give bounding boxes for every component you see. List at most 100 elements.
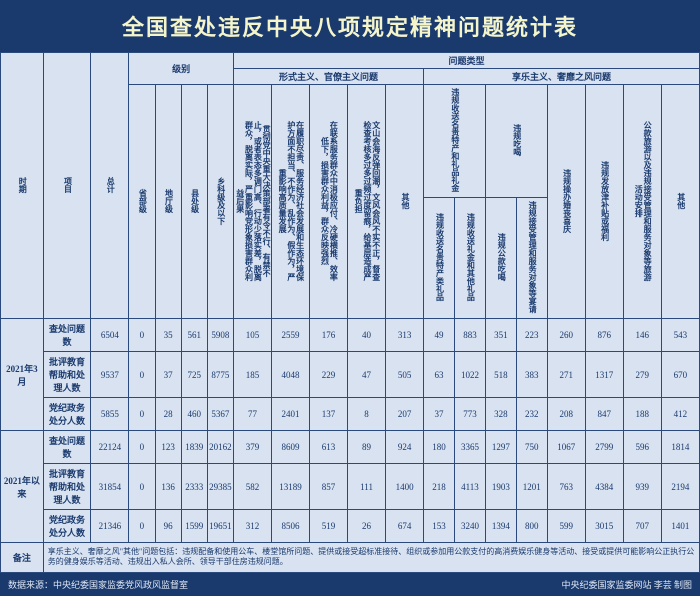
rowname-cell: 批评教育帮助和处理人数 xyxy=(43,352,91,398)
data-cell: 351 xyxy=(485,319,516,352)
data-cell: 313 xyxy=(386,319,424,352)
hdr-c2-4: 公款旅游以及违规接受管理和服务对象等旅游活动安排 xyxy=(623,85,661,319)
hdr-lvl0: 省部级 xyxy=(129,85,155,319)
data-cell: 146 xyxy=(623,319,661,352)
data-cell: 596 xyxy=(623,431,661,464)
footer-left: 数据来源：中央纪委国家监委党风政风监督室 xyxy=(8,578,188,591)
data-cell: 3240 xyxy=(455,510,486,543)
data-cell: 279 xyxy=(623,352,661,398)
data-cell: 1067 xyxy=(547,431,585,464)
data-cell: 5908 xyxy=(207,319,233,352)
data-cell: 1814 xyxy=(661,431,699,464)
hdr-c1-3: 文山会海反弹回潮，文风会风不实不正，督查检查考核多过多过频过度留痕，给基层造成严… xyxy=(348,85,386,319)
data-cell: 2799 xyxy=(585,431,623,464)
hdr-c1-4: 其他 xyxy=(386,85,424,319)
data-cell: 763 xyxy=(547,464,585,510)
data-cell: 260 xyxy=(547,319,585,352)
hdr-c2-0: 违规收送名贵特产和礼品礼金 xyxy=(424,85,486,198)
data-cell: 5367 xyxy=(207,398,233,431)
data-cell: 383 xyxy=(516,352,547,398)
hdr-c2-5: 其他 xyxy=(661,85,699,319)
rowname-cell: 查处问题数 xyxy=(43,431,91,464)
data-cell: 176 xyxy=(310,319,348,352)
table-row: 党纪政务处分人数58550284605367772401137820737773… xyxy=(1,398,700,431)
table-body: 2021年3月查处问题数6504035561590810525591764031… xyxy=(1,319,700,543)
data-cell: 8609 xyxy=(271,431,309,464)
data-cell: 4048 xyxy=(271,352,309,398)
data-cell: 847 xyxy=(585,398,623,431)
data-cell: 8775 xyxy=(207,352,233,398)
data-cell: 613 xyxy=(310,431,348,464)
data-cell: 20162 xyxy=(207,431,233,464)
rowname-cell: 批评教育帮助和处理人数 xyxy=(43,464,91,510)
data-cell: 22124 xyxy=(91,431,129,464)
table-row: 批评教育帮助和处理人数31854013623332938558213189857… xyxy=(1,464,700,510)
data-cell: 153 xyxy=(424,510,455,543)
period-cell: 2021年3月 xyxy=(1,319,44,431)
hdr-c2s2-1: 违规接受管理和服务对象等宴请 xyxy=(516,198,547,319)
data-cell: 111 xyxy=(348,464,386,510)
data-cell: 924 xyxy=(386,431,424,464)
data-cell: 1394 xyxy=(485,510,516,543)
data-cell: 6504 xyxy=(91,319,129,352)
data-cell: 312 xyxy=(233,510,271,543)
table-header: 时期 项目 总计 级别 问题类型 形式主义、官僚主义问题 享乐主义、奢靡之风问题… xyxy=(1,53,700,319)
hdr-cat1: 形式主义、官僚主义问题 xyxy=(233,69,423,85)
note-label: 备注 xyxy=(1,543,44,573)
data-cell: 185 xyxy=(233,352,271,398)
data-cell: 3365 xyxy=(455,431,486,464)
data-cell: 0 xyxy=(129,319,155,352)
data-cell: 63 xyxy=(424,352,455,398)
table-row: 党纪政务处分人数21346096159919651312850651926674… xyxy=(1,510,700,543)
data-cell: 1599 xyxy=(181,510,207,543)
hdr-lvl2: 县处级 xyxy=(181,85,207,319)
data-cell: 96 xyxy=(155,510,181,543)
data-cell: 707 xyxy=(623,510,661,543)
hdr-c1-1: 在履职尽责、服务经济社会发展和生态环境保护方面不担当、不作为、乱作为、假作为，严… xyxy=(271,85,309,319)
data-cell: 460 xyxy=(181,398,207,431)
data-cell: 773 xyxy=(455,398,486,431)
data-cell: 37 xyxy=(424,398,455,431)
data-cell: 229 xyxy=(310,352,348,398)
data-cell: 1297 xyxy=(485,431,516,464)
hdr-item: 项目 xyxy=(43,53,91,319)
data-cell: 1022 xyxy=(455,352,486,398)
data-cell: 188 xyxy=(623,398,661,431)
data-cell: 0 xyxy=(129,510,155,543)
data-cell: 1317 xyxy=(585,352,623,398)
hdr-c1-2: 在联系服务群众中消极应付、冷硬横推、效率低下，损害群众利益，群众反映强烈 xyxy=(310,85,348,319)
data-cell: 328 xyxy=(485,398,516,431)
hdr-c2s1-1: 违规收送礼金和其他礼品 xyxy=(455,198,486,319)
data-cell: 105 xyxy=(233,319,271,352)
data-cell: 412 xyxy=(661,398,699,431)
hdr-c2-1: 违规吃喝 xyxy=(485,85,547,198)
data-cell: 2194 xyxy=(661,464,699,510)
hdr-c1-0: 贯彻党中央重大决策部署有令不行、有禁不止，或者表态多调门高、行动少落实差，脱离群… xyxy=(233,85,271,319)
data-cell: 582 xyxy=(233,464,271,510)
data-cell: 49 xyxy=(424,319,455,352)
data-cell: 29385 xyxy=(207,464,233,510)
data-cell: 28 xyxy=(155,398,181,431)
data-cell: 670 xyxy=(661,352,699,398)
data-cell: 2559 xyxy=(271,319,309,352)
data-cell: 518 xyxy=(485,352,516,398)
data-cell: 2333 xyxy=(181,464,207,510)
data-cell: 2401 xyxy=(271,398,309,431)
rowname-cell: 党纪政务处分人数 xyxy=(43,510,91,543)
data-cell: 939 xyxy=(623,464,661,510)
stats-table: 时期 项目 总计 级别 问题类型 形式主义、官僚主义问题 享乐主义、奢靡之风问题… xyxy=(0,52,700,573)
data-cell: 561 xyxy=(181,319,207,352)
hdr-total: 总计 xyxy=(91,53,129,319)
data-cell: 8 xyxy=(348,398,386,431)
data-cell: 379 xyxy=(233,431,271,464)
data-cell: 599 xyxy=(547,510,585,543)
data-cell: 0 xyxy=(129,464,155,510)
data-cell: 31854 xyxy=(91,464,129,510)
period-cell: 2021年以来 xyxy=(1,431,44,543)
data-cell: 857 xyxy=(310,464,348,510)
data-cell: 9537 xyxy=(91,352,129,398)
note-row: 备注 享乐主义、奢靡之风"其他"问题包括：违规配备和使用公车、楼堂馆所问题、提供… xyxy=(1,543,700,573)
data-cell: 0 xyxy=(129,431,155,464)
data-cell: 519 xyxy=(310,510,348,543)
data-cell: 47 xyxy=(348,352,386,398)
